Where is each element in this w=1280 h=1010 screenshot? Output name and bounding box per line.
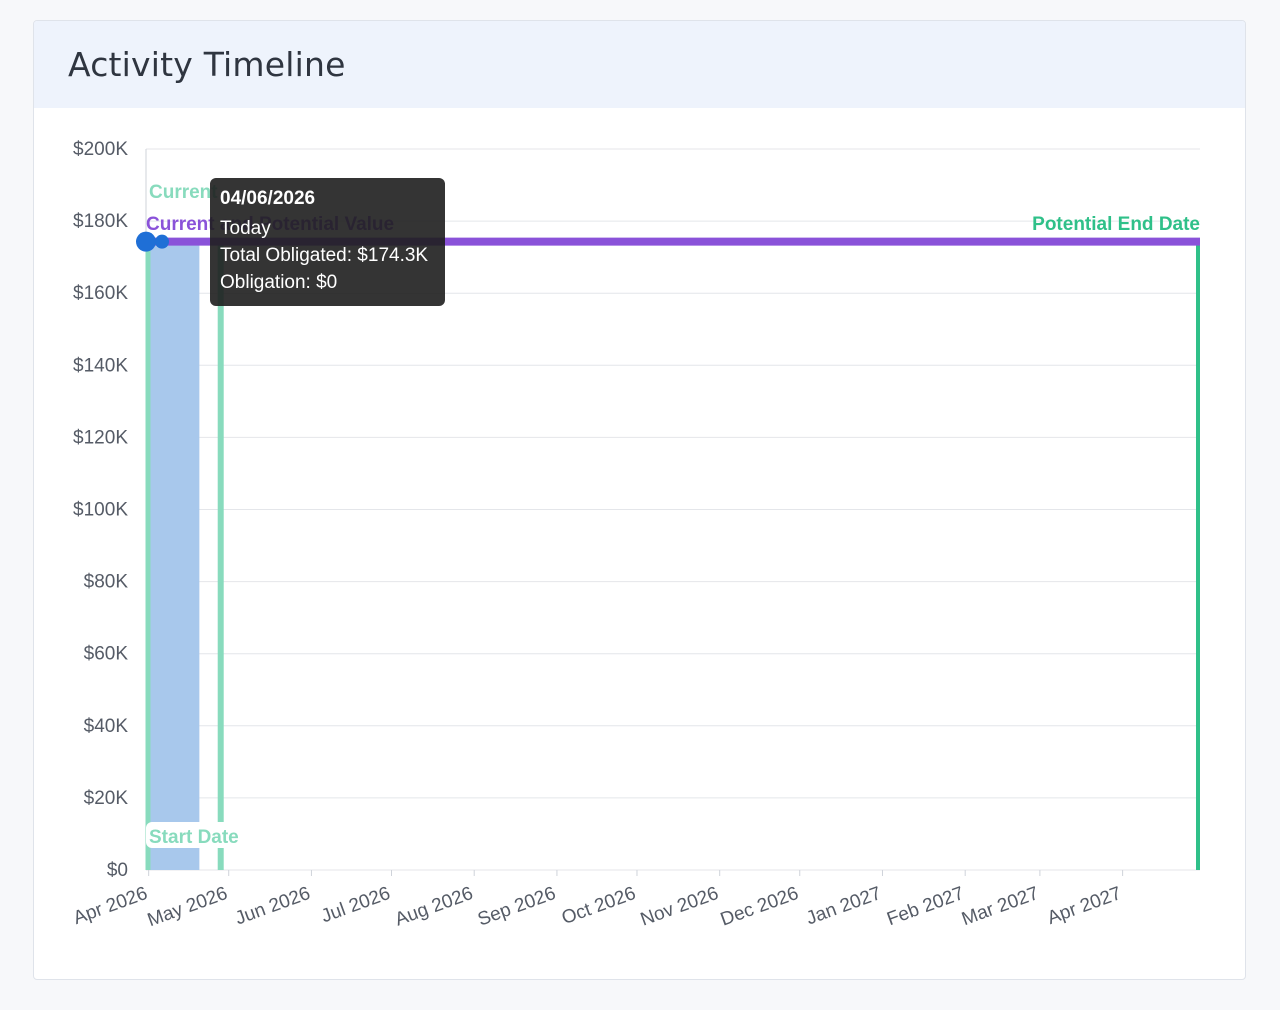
x-tick-label: Jun 2026 <box>232 883 313 929</box>
potential-end-date-label: Potential End Date <box>1032 214 1200 235</box>
x-tick-label: Jul 2026 <box>319 883 394 927</box>
start-date-label-bg <box>146 822 244 848</box>
tooltip-line-obligation: Obligation: $0 <box>220 272 338 293</box>
x-tick-label: Oct 2026 <box>559 883 639 929</box>
x-tick-label: Aug 2026 <box>392 883 476 931</box>
y-tick-label: $180K <box>73 211 128 232</box>
y-tick-label: $200K <box>73 139 128 160</box>
start-date-label: Start Date <box>149 827 239 848</box>
chart-tooltip: 04/06/2026 Today Total Obligated: $174.3… <box>210 178 445 306</box>
tooltip-line-today: Today <box>220 218 271 239</box>
obligation-bar <box>146 241 200 870</box>
value-line-point <box>136 231 156 252</box>
tooltip-title: 04/06/2026 <box>220 188 316 209</box>
x-tick-label: Dec 2026 <box>718 883 802 931</box>
x-tick-label: Sep 2026 <box>475 883 559 931</box>
current-marker-label: Current <box>149 182 218 203</box>
x-tick-label: Apr 2026 <box>71 883 151 929</box>
y-tick-label: $40K <box>84 716 129 737</box>
x-tick-label: Feb 2027 <box>884 883 967 930</box>
value-line-point <box>155 234 170 249</box>
y-tick-label: $20K <box>84 788 129 809</box>
x-tick-label: Apr 2027 <box>1045 883 1125 929</box>
x-tick-label: Nov 2026 <box>638 883 722 931</box>
x-tick-label: Jan 2027 <box>804 883 885 929</box>
tooltip-line-total-obligated: Total Obligated: $174.3K <box>220 245 429 266</box>
card-title: Activity Timeline <box>68 45 346 84</box>
y-tick-label: $80K <box>84 572 129 593</box>
x-tick-label: May 2026 <box>145 883 231 931</box>
y-tick-label: $120K <box>73 427 128 448</box>
y-tick-label: $60K <box>84 644 129 665</box>
y-tick-label: $100K <box>73 500 128 521</box>
y-tick-label: $0 <box>107 860 128 881</box>
y-tick-label: $160K <box>73 283 128 304</box>
card-header: Activity Timeline <box>34 21 1245 108</box>
y-tick-label: $140K <box>73 355 128 376</box>
x-tick-label: Mar 2027 <box>959 883 1042 930</box>
